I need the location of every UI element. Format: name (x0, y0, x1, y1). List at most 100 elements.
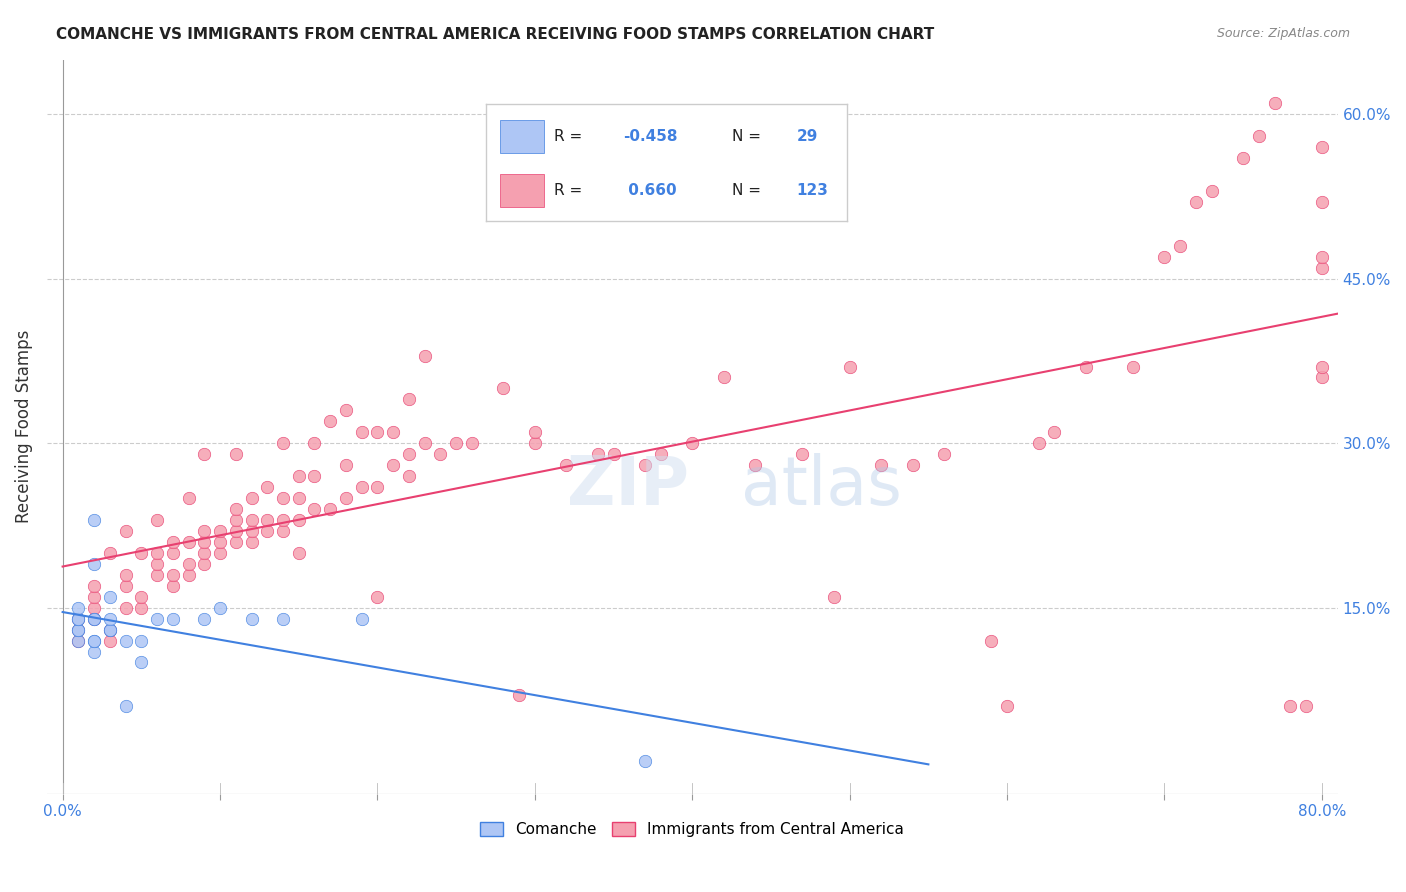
Point (1247, 129, 1270, 144)
Point (1028, 436, 1050, 450)
Point (271, 491, 294, 505)
Point (98, 590, 121, 604)
Point (67, 612, 90, 626)
Point (131, 633, 153, 648)
Point (98, 623, 121, 637)
Text: ZIP: ZIP (567, 452, 689, 518)
Point (335, 458, 357, 472)
Point (287, 469, 309, 483)
Point (995, 699, 1018, 714)
Point (98, 546, 121, 560)
Point (1153, 250, 1175, 264)
Point (193, 557, 215, 571)
Point (304, 469, 326, 483)
Point (131, 590, 153, 604)
Point (1264, 96, 1286, 111)
Point (240, 491, 263, 505)
Point (131, 656, 153, 670)
Text: atlas: atlas (741, 452, 901, 518)
Point (240, 524, 263, 538)
Point (162, 579, 184, 593)
Point (304, 502, 326, 516)
Point (83, 612, 105, 626)
Point (1310, 359, 1333, 374)
Point (350, 612, 373, 626)
Point (193, 524, 215, 538)
Point (177, 557, 200, 571)
Point (1201, 184, 1223, 198)
Point (319, 502, 342, 516)
Point (650, 447, 672, 461)
Point (838, 359, 860, 374)
Point (146, 612, 169, 626)
Point (146, 567, 169, 582)
Point (83, 557, 105, 571)
Point (83, 600, 105, 615)
Point (508, 689, 530, 703)
Point (1310, 140, 1333, 154)
Point (240, 612, 263, 626)
Point (870, 458, 893, 472)
Point (713, 370, 735, 384)
Point (83, 633, 105, 648)
Point (287, 513, 309, 527)
Point (350, 480, 373, 494)
Point (114, 579, 136, 593)
Point (225, 502, 247, 516)
Point (146, 557, 169, 571)
Text: COMANCHE VS IMMIGRANTS FROM CENTRAL AMERICA RECEIVING FOOD STAMPS CORRELATION CH: COMANCHE VS IMMIGRANTS FROM CENTRAL AMER… (56, 27, 935, 42)
Point (1279, 699, 1302, 714)
Point (162, 546, 184, 560)
Point (193, 546, 215, 560)
Point (67, 623, 90, 637)
Point (461, 436, 484, 450)
Point (634, 458, 657, 472)
Point (67, 633, 90, 648)
Point (208, 524, 231, 538)
Point (193, 535, 215, 549)
Point (382, 458, 405, 472)
Point (271, 524, 294, 538)
Point (1310, 195, 1333, 210)
Point (398, 447, 420, 461)
Y-axis label: Receiving Food Stamps: Receiving Food Stamps (15, 330, 32, 524)
Point (177, 535, 200, 549)
Point (67, 623, 90, 637)
Point (429, 447, 451, 461)
Point (83, 579, 105, 593)
Point (193, 612, 215, 626)
Point (602, 447, 624, 461)
Point (208, 600, 231, 615)
Point (1043, 425, 1066, 440)
Point (980, 633, 1002, 648)
Point (366, 480, 388, 494)
Point (256, 480, 278, 494)
Point (162, 567, 184, 582)
Point (382, 425, 405, 440)
Point (744, 458, 766, 472)
Point (83, 612, 105, 626)
Point (271, 436, 294, 450)
Point (1232, 151, 1254, 165)
Legend: Comanche, Immigrants from Central America: Comanche, Immigrants from Central Americ… (472, 814, 912, 845)
Point (335, 403, 357, 417)
Point (114, 633, 136, 648)
Point (131, 546, 153, 560)
Point (208, 535, 231, 549)
Point (932, 447, 955, 461)
Point (413, 349, 436, 363)
Point (634, 754, 657, 768)
Point (1168, 239, 1191, 253)
Point (413, 436, 436, 450)
Point (823, 590, 845, 604)
Point (131, 600, 153, 615)
Point (271, 612, 294, 626)
Point (681, 436, 703, 450)
Point (1185, 195, 1208, 210)
Point (586, 447, 609, 461)
Point (555, 458, 578, 472)
Point (350, 425, 373, 440)
Point (83, 644, 105, 658)
Point (193, 447, 215, 461)
Point (83, 633, 105, 648)
